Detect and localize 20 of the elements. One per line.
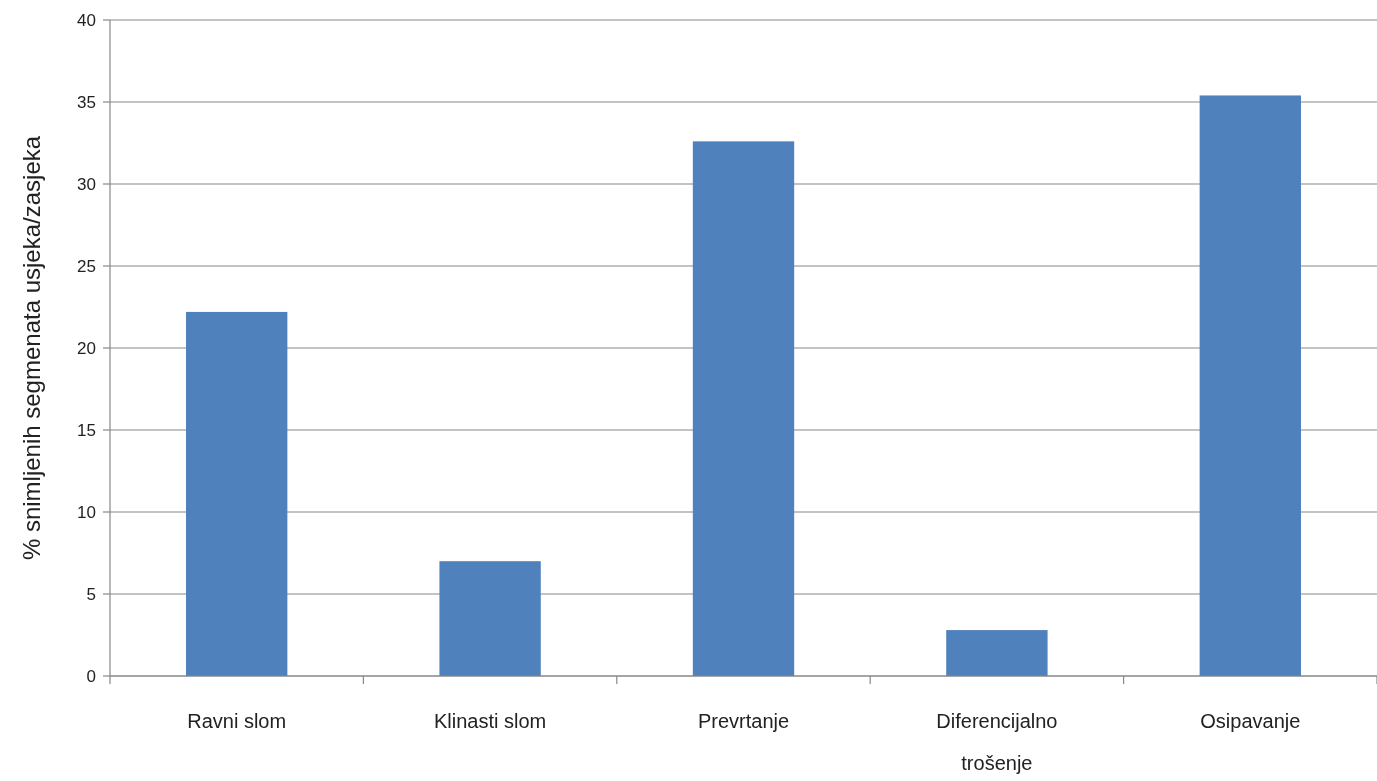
x-tick-label: Ravni slom bbox=[187, 710, 287, 732]
x-tick-label: Prevrtanje bbox=[697, 710, 790, 732]
x-tick-label: Klinasti slom bbox=[433, 710, 547, 732]
y-tick-label: 0 bbox=[86, 666, 96, 686]
bar bbox=[186, 311, 288, 676]
bar bbox=[439, 561, 541, 676]
y-tick-label: 25 bbox=[77, 256, 96, 276]
x-tick-label: Diferencijalno trošenje bbox=[936, 710, 1058, 774]
bar bbox=[692, 141, 795, 676]
y-tick-label: 10 bbox=[77, 502, 96, 522]
y-tick-label: 30 bbox=[77, 174, 96, 194]
bar bbox=[1199, 95, 1301, 676]
y-tick-label: 35 bbox=[77, 92, 96, 112]
x-tick-label: Osipavanje bbox=[1200, 710, 1301, 732]
y-tick-label: 40 bbox=[77, 10, 96, 30]
y-axis-title: % snimljenih segmenata usjeka/zasjeka bbox=[18, 135, 45, 561]
y-tick-label: 20 bbox=[77, 338, 96, 358]
bar bbox=[946, 630, 1048, 676]
y-tick-label: 15 bbox=[77, 420, 96, 440]
y-tick-label: 5 bbox=[86, 584, 96, 604]
